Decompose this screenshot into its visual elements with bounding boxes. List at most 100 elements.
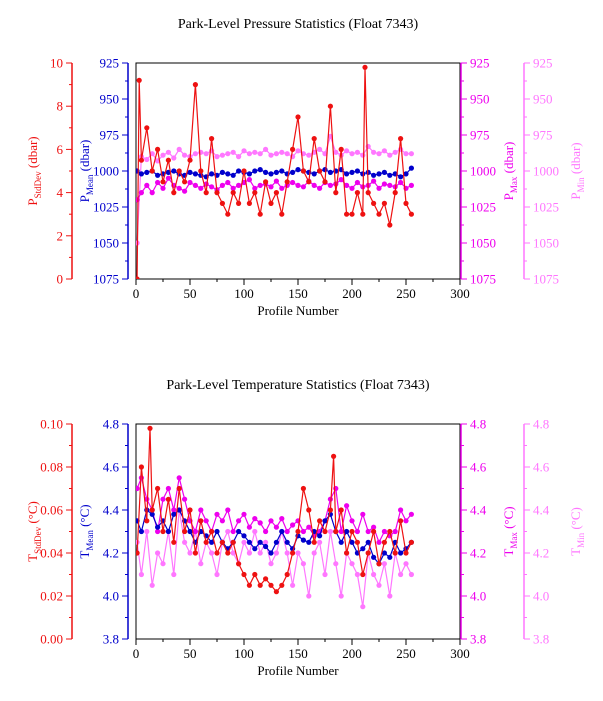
data-point-min (241, 148, 247, 154)
data-point-mean (322, 167, 328, 173)
data-point-min (230, 149, 236, 155)
data-point-min (160, 152, 166, 158)
data-point-min (182, 152, 188, 158)
data-point-stddev (171, 190, 177, 196)
data-point-max (279, 185, 285, 191)
data-point-stddev (203, 539, 209, 545)
y-axis-label-stddev: TStdDev (°C) (25, 501, 43, 562)
data-point-max (360, 511, 366, 517)
data-point-min (408, 151, 414, 157)
data-point-min (273, 550, 279, 556)
data-point-mean (398, 550, 404, 556)
data-point-max (198, 185, 204, 191)
data-point-stddev (187, 157, 193, 163)
data-point-stddev (354, 539, 360, 545)
data-point-max (187, 179, 193, 186)
data-point-max (279, 516, 285, 522)
data-point-stddev (403, 550, 409, 556)
data-point-mean (360, 171, 366, 177)
data-point-max (171, 507, 177, 513)
data-point-min (263, 146, 269, 152)
data-point-max (268, 518, 274, 524)
data-point-mean (327, 169, 333, 175)
data-point-stddev (182, 528, 188, 535)
y-tick-label-stddev: 6 (57, 142, 64, 157)
data-point-stddev (408, 539, 414, 545)
y-tick-label-min: 925 (533, 56, 553, 71)
y-tick-label-min: 3.8 (533, 632, 549, 647)
data-point-mean (317, 533, 323, 539)
data-point-max (306, 524, 312, 530)
data-point-max (311, 182, 317, 188)
data-point-min (165, 149, 171, 155)
data-point-mean (171, 168, 177, 174)
data-point-max (403, 518, 409, 524)
data-point-min (160, 561, 166, 567)
data-point-stddev (149, 168, 155, 174)
data-point-stddev (214, 190, 220, 196)
data-point-stddev (403, 200, 409, 206)
y-tick-label-max: 3.8 (470, 632, 486, 647)
series-stddev (136, 425, 414, 595)
x-tick-label: 250 (396, 646, 416, 661)
data-point-min (192, 151, 198, 157)
data-point-stddev (136, 276, 140, 279)
data-point-max (387, 182, 393, 188)
data-point-min (144, 156, 150, 163)
data-point-max (273, 524, 279, 530)
y-tick-label-max: 4.8 (470, 417, 486, 432)
data-point-stddev (408, 211, 414, 217)
series-line-stddev (136, 67, 412, 279)
data-point-mean (279, 168, 285, 174)
data-point-mean (344, 171, 350, 177)
data-point-mean (360, 546, 366, 552)
y-tick-label-min: 4.6 (533, 460, 550, 475)
data-point-mean (381, 550, 387, 556)
y-tick-label-mean: 1025 (93, 200, 119, 215)
data-point-stddev (246, 582, 252, 588)
data-point-max (327, 182, 333, 188)
data-point-stddev (392, 550, 398, 556)
data-point-stddev (268, 582, 274, 588)
data-point-mean (192, 171, 198, 177)
data-point-min (149, 151, 155, 157)
y-tick-label-min: 4.2 (533, 546, 549, 561)
data-point-min (381, 561, 387, 567)
data-point-max (300, 528, 306, 535)
x-tick-label: 250 (396, 286, 416, 301)
data-point-mean (138, 171, 144, 177)
y-tick-label-stddev: 0.04 (40, 546, 63, 561)
data-point-max (392, 528, 398, 535)
series-stddev (136, 64, 414, 279)
data-point-stddev (198, 168, 204, 174)
data-point-stddev (192, 82, 198, 88)
series-max (136, 175, 414, 203)
data-point-mean (284, 539, 290, 545)
data-point-mean (365, 539, 371, 545)
y-axis-label-stddev: PStdDev (dbar) (25, 136, 43, 205)
data-point-mean (268, 171, 274, 177)
data-point-stddev (182, 179, 188, 185)
data-point-min (306, 152, 312, 158)
data-point-max (236, 182, 242, 188)
data-point-min (268, 152, 274, 158)
data-point-max (246, 177, 252, 183)
y-axis-label-min: TMin (°C) (568, 507, 586, 556)
x-axis-label: Profile Number (257, 663, 339, 678)
data-point-max (138, 190, 144, 196)
data-point-stddev (290, 550, 296, 556)
data-point-mean (349, 169, 355, 175)
data-point-stddev (138, 157, 144, 163)
series-max (136, 475, 414, 545)
data-point-mean (241, 533, 247, 539)
data-point-max (371, 524, 377, 530)
data-point-stddev (273, 190, 279, 196)
data-point-min (376, 151, 382, 157)
y-tick-label-min: 1000 (533, 164, 559, 179)
data-point-max (192, 528, 198, 535)
x-tick-label: 50 (184, 286, 197, 301)
data-point-mean (155, 172, 161, 178)
data-point-min (333, 561, 339, 567)
y-tick-label-max: 4.4 (470, 503, 487, 518)
data-point-min (246, 550, 252, 556)
